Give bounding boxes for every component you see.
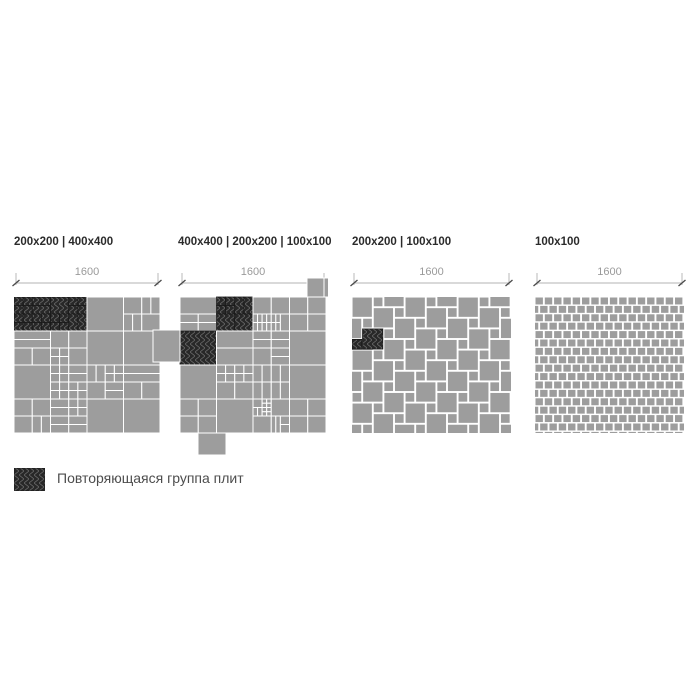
svg-text:1600: 1600 [75,266,99,278]
svg-text:1600: 1600 [597,266,621,278]
svg-text:1600: 1600 [419,266,443,278]
